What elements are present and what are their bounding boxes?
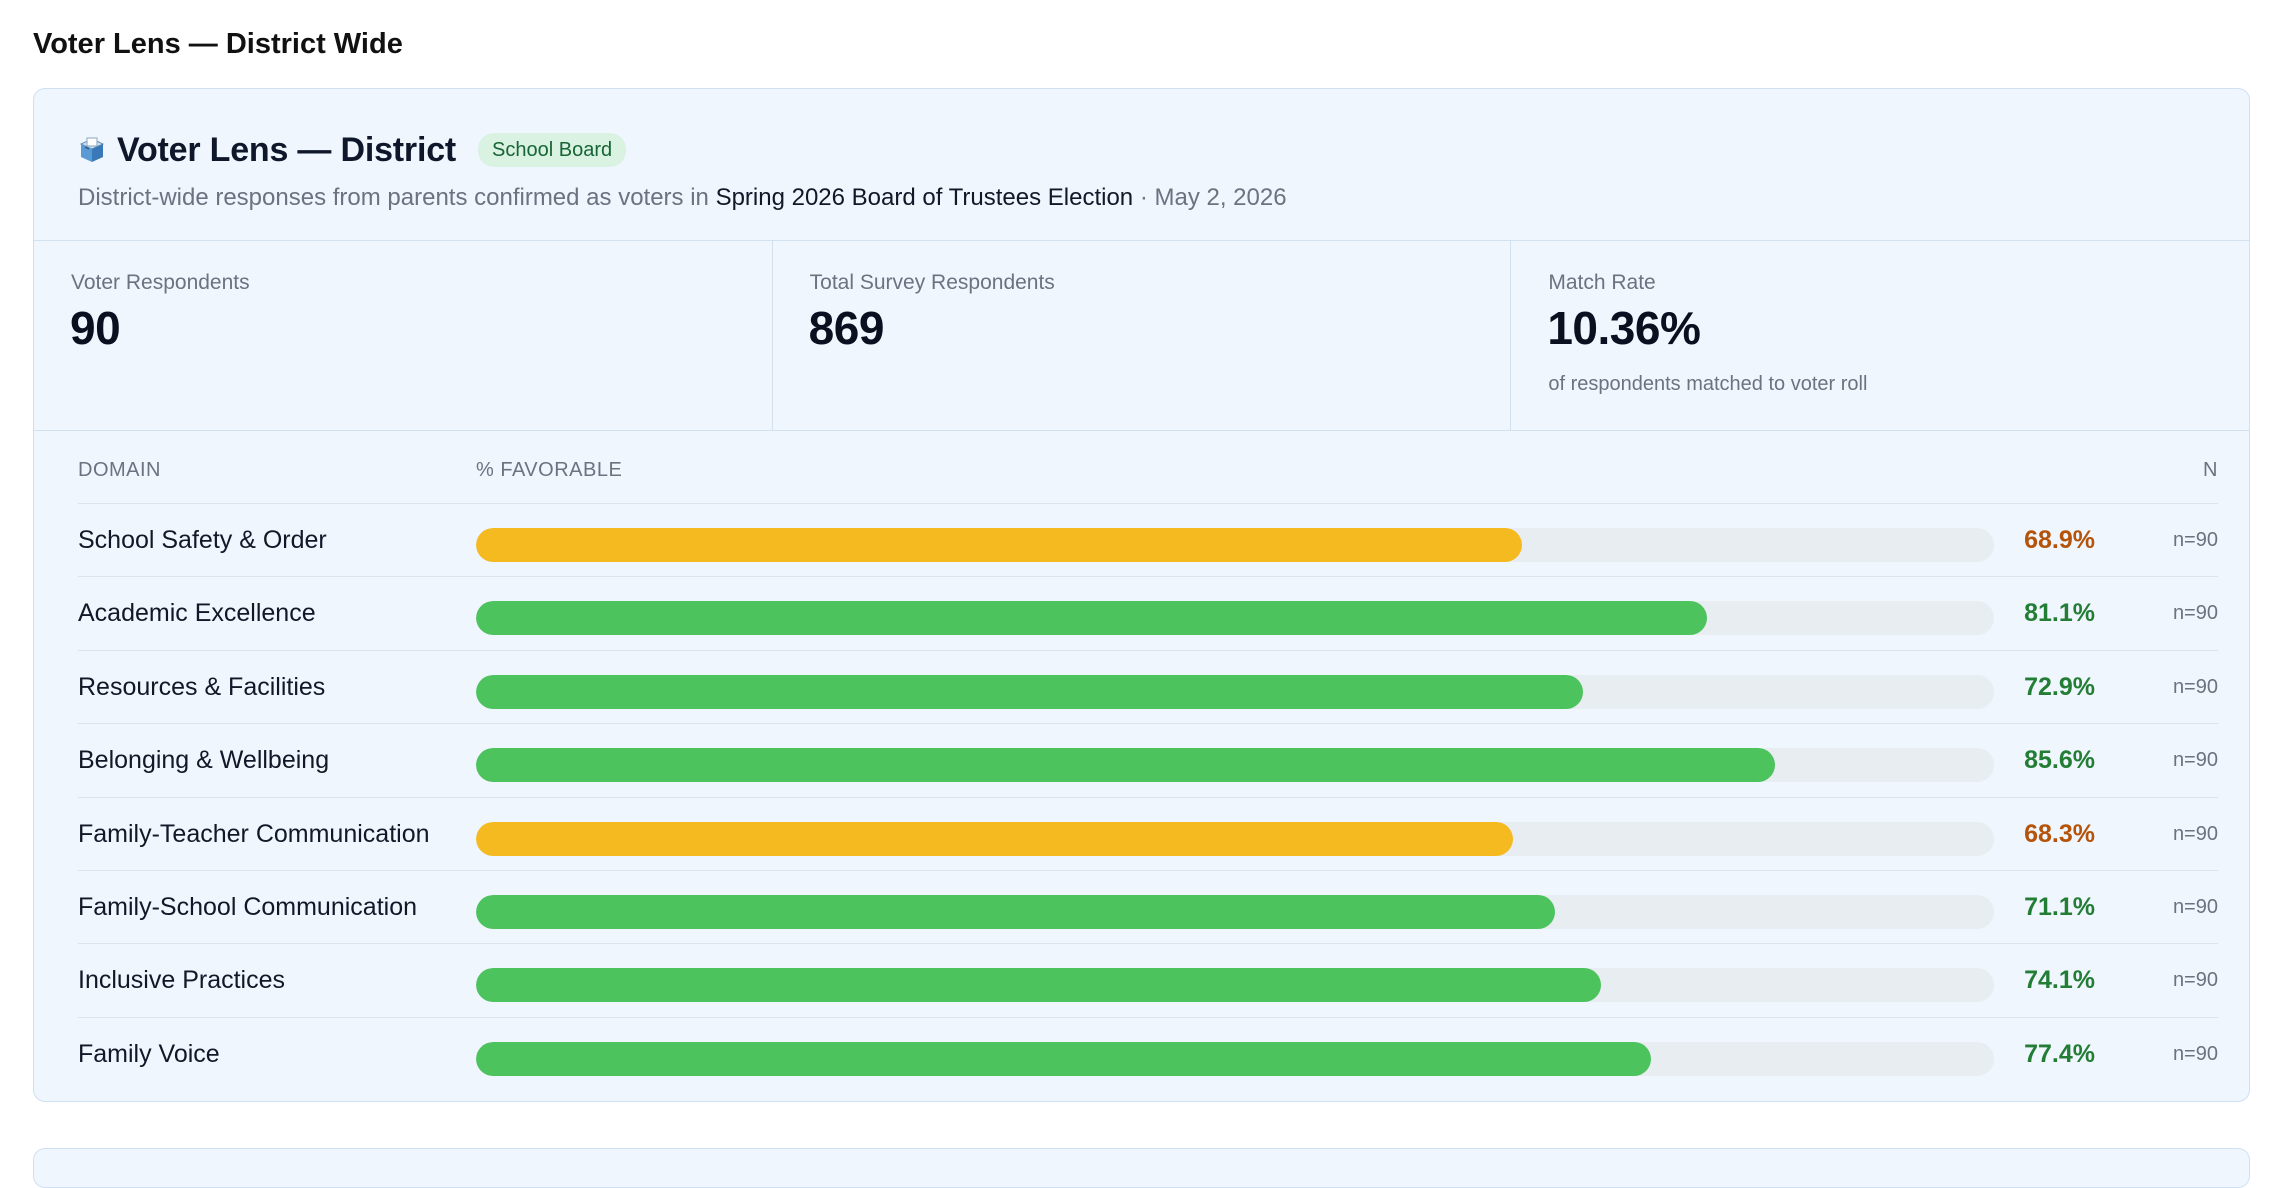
card-subtitle: District-wide responses from parents con… xyxy=(78,181,1287,215)
voter-lens-card: Voter Lens — District School Board Distr… xyxy=(33,88,2250,1102)
stat-label: Match Rate xyxy=(1548,271,1656,294)
favorable-percent: 71.1% xyxy=(2024,892,2095,921)
favorable-percent: 77.4% xyxy=(2024,1039,2095,1068)
favorable-bar-track xyxy=(476,674,1994,709)
stat-value: 10.36% xyxy=(1547,302,1701,354)
domain-label: Family-Teacher Communication xyxy=(78,819,430,848)
election-name: Spring 2026 Board of Trustees Election xyxy=(715,184,1134,211)
domain-label: Belonging & Wellbeing xyxy=(78,746,330,775)
sample-size: n=90 xyxy=(2172,1042,2218,1065)
stat-label: Total Survey Respondents xyxy=(809,271,1055,294)
card-title: Voter Lens — District xyxy=(117,130,457,169)
stat-note: of respondents matched to voter roll xyxy=(1548,373,1868,395)
domain-table: DOMAIN % FAVORABLE N School Safety & Ord… xyxy=(78,431,2218,1091)
table-row: Inclusive Practices 74.1% n=90 xyxy=(78,944,2218,1018)
table-row: Resources & Facilities 72.9% n=90 xyxy=(78,651,2218,725)
sample-size: n=90 xyxy=(2172,749,2218,772)
favorable-bar-fill xyxy=(476,968,1601,1003)
stat-voter-respondents: Voter Respondents 90 xyxy=(34,241,773,430)
favorable-bar-track xyxy=(476,528,1994,562)
favorable-bar-track xyxy=(476,968,1994,1003)
card-title-row: Voter Lens — District School Board xyxy=(77,125,627,175)
favorable-percent: 68.3% xyxy=(2024,819,2095,848)
table-body: School Safety & Order 68.9% n=90 Academic E… xyxy=(78,504,2218,1091)
subtitle-prefix: District-wide responses from parents con… xyxy=(78,184,709,211)
table-row: Family Voice 77.4% n=90 xyxy=(78,1018,2218,1091)
domain-label: Family Voice xyxy=(78,1039,220,1068)
next-card xyxy=(33,1148,2250,1188)
table-row: School Safety & Order 68.9% n=90 xyxy=(78,504,2218,578)
domain-label: Inclusive Practices xyxy=(78,966,286,995)
header-n: N xyxy=(2203,459,2218,481)
domain-label: Academic Excellence xyxy=(78,599,316,628)
stat-value: 90 xyxy=(70,302,121,354)
favorable-percent: 81.1% xyxy=(2024,599,2095,628)
page-title: Voter Lens — District Wide xyxy=(33,28,403,60)
favorable-bar-fill xyxy=(476,1041,1651,1076)
sample-size: n=90 xyxy=(2172,822,2218,845)
table-row: Belonging & Wellbeing 85.6% n=90 xyxy=(78,724,2218,798)
card-header: Voter Lens — District School Board Distr… xyxy=(34,89,2249,241)
favorable-bar-track xyxy=(476,601,1994,636)
favorable-bar-fill xyxy=(476,821,1513,856)
sample-size: n=90 xyxy=(2172,895,2218,918)
ballot-box-icon xyxy=(77,135,107,165)
favorable-bar-track xyxy=(476,748,1994,783)
stat-total-survey-respondents: Total Survey Respondents 869 xyxy=(773,241,1512,430)
favorable-percent: 68.9% xyxy=(2024,526,2095,554)
stat-label: Voter Respondents xyxy=(71,271,250,294)
sample-size: n=90 xyxy=(2172,675,2218,698)
stats-row: Voter Respondents 90 Total Survey Respon… xyxy=(34,241,2249,431)
favorable-bar-fill xyxy=(476,748,1776,783)
domain-label: Resources & Facilities xyxy=(78,672,326,701)
table-header: DOMAIN % FAVORABLE N xyxy=(78,431,2218,504)
favorable-bar-track xyxy=(476,1041,1994,1076)
table-row: Academic Excellence 81.1% n=90 xyxy=(78,577,2218,651)
sample-size: n=90 xyxy=(2172,969,2218,992)
table-row: Family-School Communication 71.1% n=90 xyxy=(78,871,2218,945)
sample-size: n=90 xyxy=(2172,529,2218,551)
favorable-percent: 74.1% xyxy=(2024,966,2095,995)
domain-label: School Safety & Order xyxy=(78,526,327,554)
favorable-bar-fill xyxy=(476,601,1708,636)
table-row: Family-Teacher Communication 68.3% n=90 xyxy=(78,798,2218,871)
header-domain: DOMAIN xyxy=(78,459,161,481)
header-favorable: % FAVORABLE xyxy=(476,459,623,481)
election-date: · May 2, 2026 xyxy=(1139,184,1287,211)
category-badge: School Board xyxy=(478,133,627,167)
stat-value: 869 xyxy=(808,302,885,354)
stat-match-rate: Match Rate 10.36% of respondents matched… xyxy=(1511,241,2249,430)
favorable-percent: 72.9% xyxy=(2024,672,2095,701)
favorable-bar-fill xyxy=(476,894,1556,929)
favorable-bar-track xyxy=(476,894,1994,929)
favorable-bar-track xyxy=(476,821,1994,856)
favorable-percent: 85.6% xyxy=(2024,746,2095,775)
favorable-bar-fill xyxy=(476,528,1522,562)
favorable-bar-fill xyxy=(476,674,1583,709)
domain-label: Family-School Communication xyxy=(78,892,418,921)
sample-size: n=90 xyxy=(2172,602,2218,625)
